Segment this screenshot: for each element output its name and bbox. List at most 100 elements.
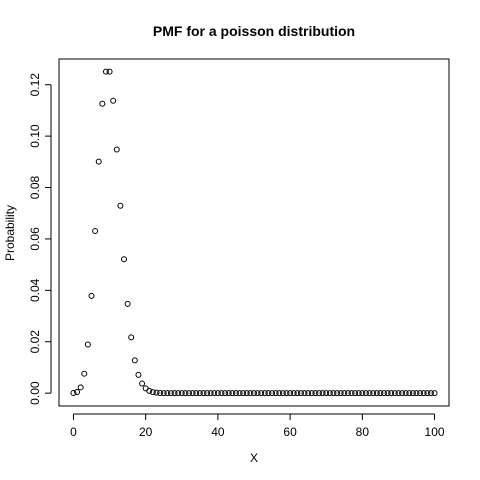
data-point: [200, 390, 207, 397]
y-tick-label: 0.10: [28, 124, 42, 148]
data-point: [402, 390, 409, 397]
data-point: [171, 390, 178, 397]
data-point: [193, 390, 200, 397]
data-point: [431, 390, 438, 397]
data-point: [269, 390, 276, 397]
data-points: [70, 68, 438, 397]
data-point: [240, 390, 247, 397]
data-point: [164, 390, 171, 397]
data-point: [167, 390, 174, 397]
y-tick-label: 0.00: [28, 381, 42, 405]
data-point: [294, 390, 301, 397]
y-tick-label: 0.12: [28, 73, 42, 97]
data-point: [149, 389, 156, 396]
data-point: [160, 390, 167, 397]
data-point: [326, 390, 333, 397]
data-point: [417, 390, 424, 397]
data-point: [157, 389, 164, 396]
data-point: [186, 390, 192, 397]
data-point: [330, 390, 337, 397]
y-tick-label: 0.02: [28, 330, 42, 354]
y-tick-label: 0.08: [28, 176, 42, 200]
data-point: [348, 390, 355, 397]
data-point: [370, 390, 377, 397]
data-point: [92, 228, 99, 235]
data-point: [178, 390, 185, 397]
y-tick-label: 0.04: [28, 278, 42, 302]
data-point: [312, 390, 319, 397]
data-point: [406, 390, 413, 397]
x-tick-label: 60: [283, 425, 297, 439]
data-point: [316, 390, 322, 397]
data-point: [352, 390, 359, 397]
data-point: [308, 390, 315, 397]
data-point: [117, 202, 124, 209]
data-point: [232, 390, 239, 397]
data-point: [334, 390, 341, 397]
data-point: [297, 390, 304, 397]
data-point: [74, 388, 81, 395]
data-point: [222, 390, 229, 397]
y-axis-label: Probability: [3, 205, 17, 261]
data-point: [196, 390, 203, 397]
data-point: [276, 390, 283, 397]
data-point: [424, 390, 431, 397]
data-point: [301, 390, 308, 397]
data-point: [146, 387, 153, 394]
data-point: [409, 390, 416, 397]
data-point: [373, 390, 380, 397]
y-axis: 0.00 0.02 0.04 0.06 0.08 0.10 0.12: [28, 73, 52, 405]
data-point: [283, 390, 290, 397]
data-point: [279, 390, 286, 397]
data-point: [131, 357, 138, 364]
data-point: [236, 390, 243, 397]
x-tick-label: 0: [70, 425, 77, 439]
x-tick-label: 100: [425, 425, 445, 439]
x-tick-label: 80: [356, 425, 370, 439]
data-point: [395, 390, 402, 397]
data-point: [362, 390, 369, 397]
data-point: [139, 380, 146, 387]
data-point: [102, 68, 109, 75]
data-point: [70, 390, 77, 397]
data-point: [153, 389, 160, 396]
data-point: [204, 390, 211, 397]
chart-title: PMF for a poisson distribution: [153, 23, 355, 39]
data-point: [189, 390, 196, 397]
data-point: [287, 390, 294, 397]
data-point: [261, 390, 268, 397]
data-point: [182, 390, 189, 397]
x-tick-label: 40: [211, 425, 225, 439]
data-point: [218, 390, 225, 397]
data-point: [388, 390, 395, 397]
y-tick-label: 0.06: [28, 227, 42, 251]
data-point: [337, 390, 344, 397]
data-point: [95, 158, 102, 165]
data-point: [305, 390, 312, 397]
data-point: [243, 390, 250, 397]
data-point: [420, 390, 427, 397]
data-point: [214, 390, 221, 397]
data-point: [121, 256, 127, 263]
data-point: [359, 390, 366, 397]
data-point: [247, 390, 254, 397]
data-point: [413, 390, 420, 397]
data-point: [135, 371, 142, 378]
data-point: [254, 390, 261, 397]
data-point: [265, 390, 272, 397]
data-point: [377, 390, 384, 397]
data-point: [84, 341, 91, 348]
data-point: [211, 390, 218, 397]
x-tick-label: 20: [139, 425, 153, 439]
x-axis: 0 20 40 60 80 100: [70, 413, 445, 439]
data-point: [110, 97, 117, 104]
data-point: [272, 390, 279, 397]
plot-area: [58, 58, 450, 407]
data-point: [399, 390, 406, 397]
data-point: [391, 390, 398, 397]
data-point: [319, 390, 326, 397]
x-axis-label: X: [250, 451, 258, 465]
data-point: [355, 390, 362, 397]
data-point: [366, 390, 373, 397]
data-point: [290, 390, 297, 397]
